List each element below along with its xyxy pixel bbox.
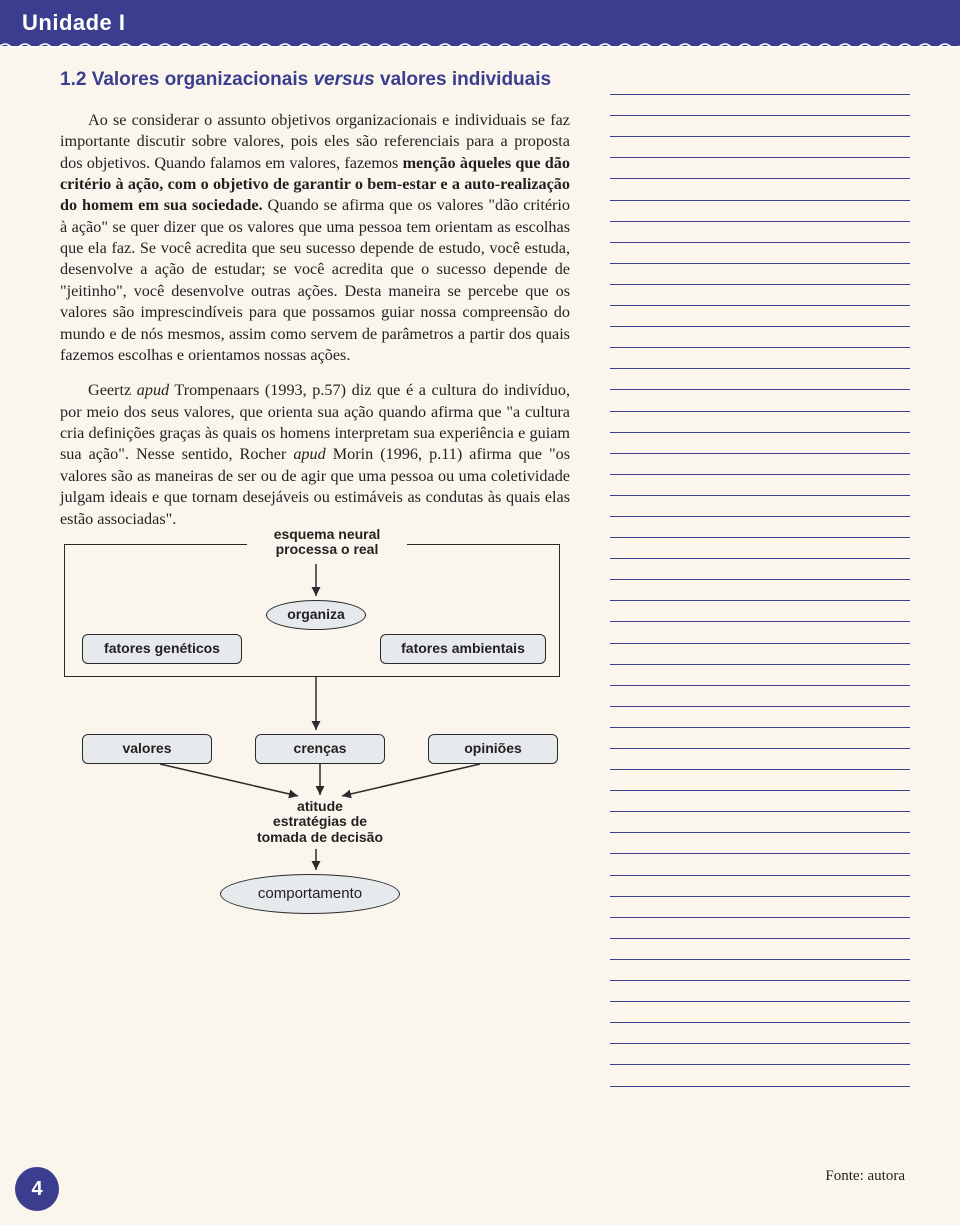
node-atitude: atitude estratégias de tomada de decisão (240, 799, 400, 845)
unit-title: Unidade I (22, 10, 126, 36)
note-line (610, 433, 910, 454)
note-line (610, 981, 910, 1002)
note-line (610, 897, 910, 918)
p2-text-a: Geertz (88, 381, 137, 399)
note-line (610, 306, 910, 327)
note-line (610, 285, 910, 306)
node-crencas: crenças (255, 734, 385, 764)
note-line (610, 369, 910, 390)
paragraph-2: Geertz apud Trompenaars (1993, p.57) diz… (60, 380, 570, 530)
note-line (610, 812, 910, 833)
p1-text-b: Quando se afirma que os valores "dão cri… (60, 196, 570, 364)
note-line (610, 412, 910, 433)
p2-apud-1: apud (137, 381, 169, 399)
note-line (610, 1023, 910, 1044)
note-line (610, 876, 910, 897)
note-line (610, 496, 910, 517)
note-line (610, 116, 910, 137)
note-line (610, 264, 910, 285)
note-line (610, 622, 910, 643)
heading-part-b: valores individuais (375, 69, 551, 90)
note-line (610, 517, 910, 538)
heading-part-a: 1.2 Valores organizacionais (60, 69, 313, 90)
node-opinioes: opiniões (428, 734, 558, 764)
values-diagram: esquema neural processa o real organiza … (60, 544, 570, 924)
note-line (610, 538, 910, 559)
note-line (610, 728, 910, 749)
note-line (610, 854, 910, 875)
note-line (610, 707, 910, 728)
note-line (610, 222, 910, 243)
diagram-source: Fonte: autora (825, 1168, 905, 1185)
notes-column (610, 68, 910, 1087)
note-line (610, 686, 910, 707)
note-line (610, 137, 910, 158)
note-line (610, 1002, 910, 1023)
note-lines-container (610, 74, 910, 1087)
note-line (610, 833, 910, 854)
note-line (610, 960, 910, 981)
heading-versus: versus (313, 69, 374, 90)
note-line (610, 201, 910, 222)
note-line (610, 559, 910, 580)
diagram-caption: esquema neural processa o real (247, 527, 407, 558)
p2-apud-2: apud (293, 445, 325, 463)
note-line (610, 95, 910, 116)
note-line (610, 243, 910, 264)
note-line (610, 1065, 910, 1086)
unit-header-bar: Unidade I (0, 0, 960, 46)
note-line (610, 918, 910, 939)
note-line (610, 601, 910, 622)
note-line (610, 791, 910, 812)
note-line (610, 644, 910, 665)
note-line (610, 454, 910, 475)
note-line (610, 1044, 910, 1065)
node-valores: valores (82, 734, 212, 764)
page-number: 4 (31, 1178, 42, 1201)
node-organiza: organiza (266, 600, 366, 630)
header-wave-decoration (0, 42, 960, 50)
note-line (610, 348, 910, 369)
note-line (610, 74, 910, 95)
main-text-column: 1.2 Valores organizacionais versus valor… (60, 68, 570, 1087)
node-fatores-ambientais: fatores ambientais (380, 634, 546, 664)
note-line (610, 939, 910, 960)
note-line (610, 770, 910, 791)
paragraph-1: Ao se considerar o assunto objetivos org… (60, 110, 570, 367)
note-line (610, 665, 910, 686)
page-content: 1.2 Valores organizacionais versus valor… (0, 46, 960, 1087)
node-comportamento: comportamento (220, 874, 400, 914)
note-line (610, 580, 910, 601)
note-line (610, 749, 910, 770)
note-line (610, 179, 910, 200)
section-heading: 1.2 Valores organizacionais versus valor… (60, 68, 570, 92)
note-line (610, 390, 910, 411)
page-number-badge: 4 (15, 1167, 59, 1211)
note-line (610, 158, 910, 179)
note-line (610, 475, 910, 496)
note-line (610, 327, 910, 348)
node-fatores-geneticos: fatores genéticos (82, 634, 242, 664)
